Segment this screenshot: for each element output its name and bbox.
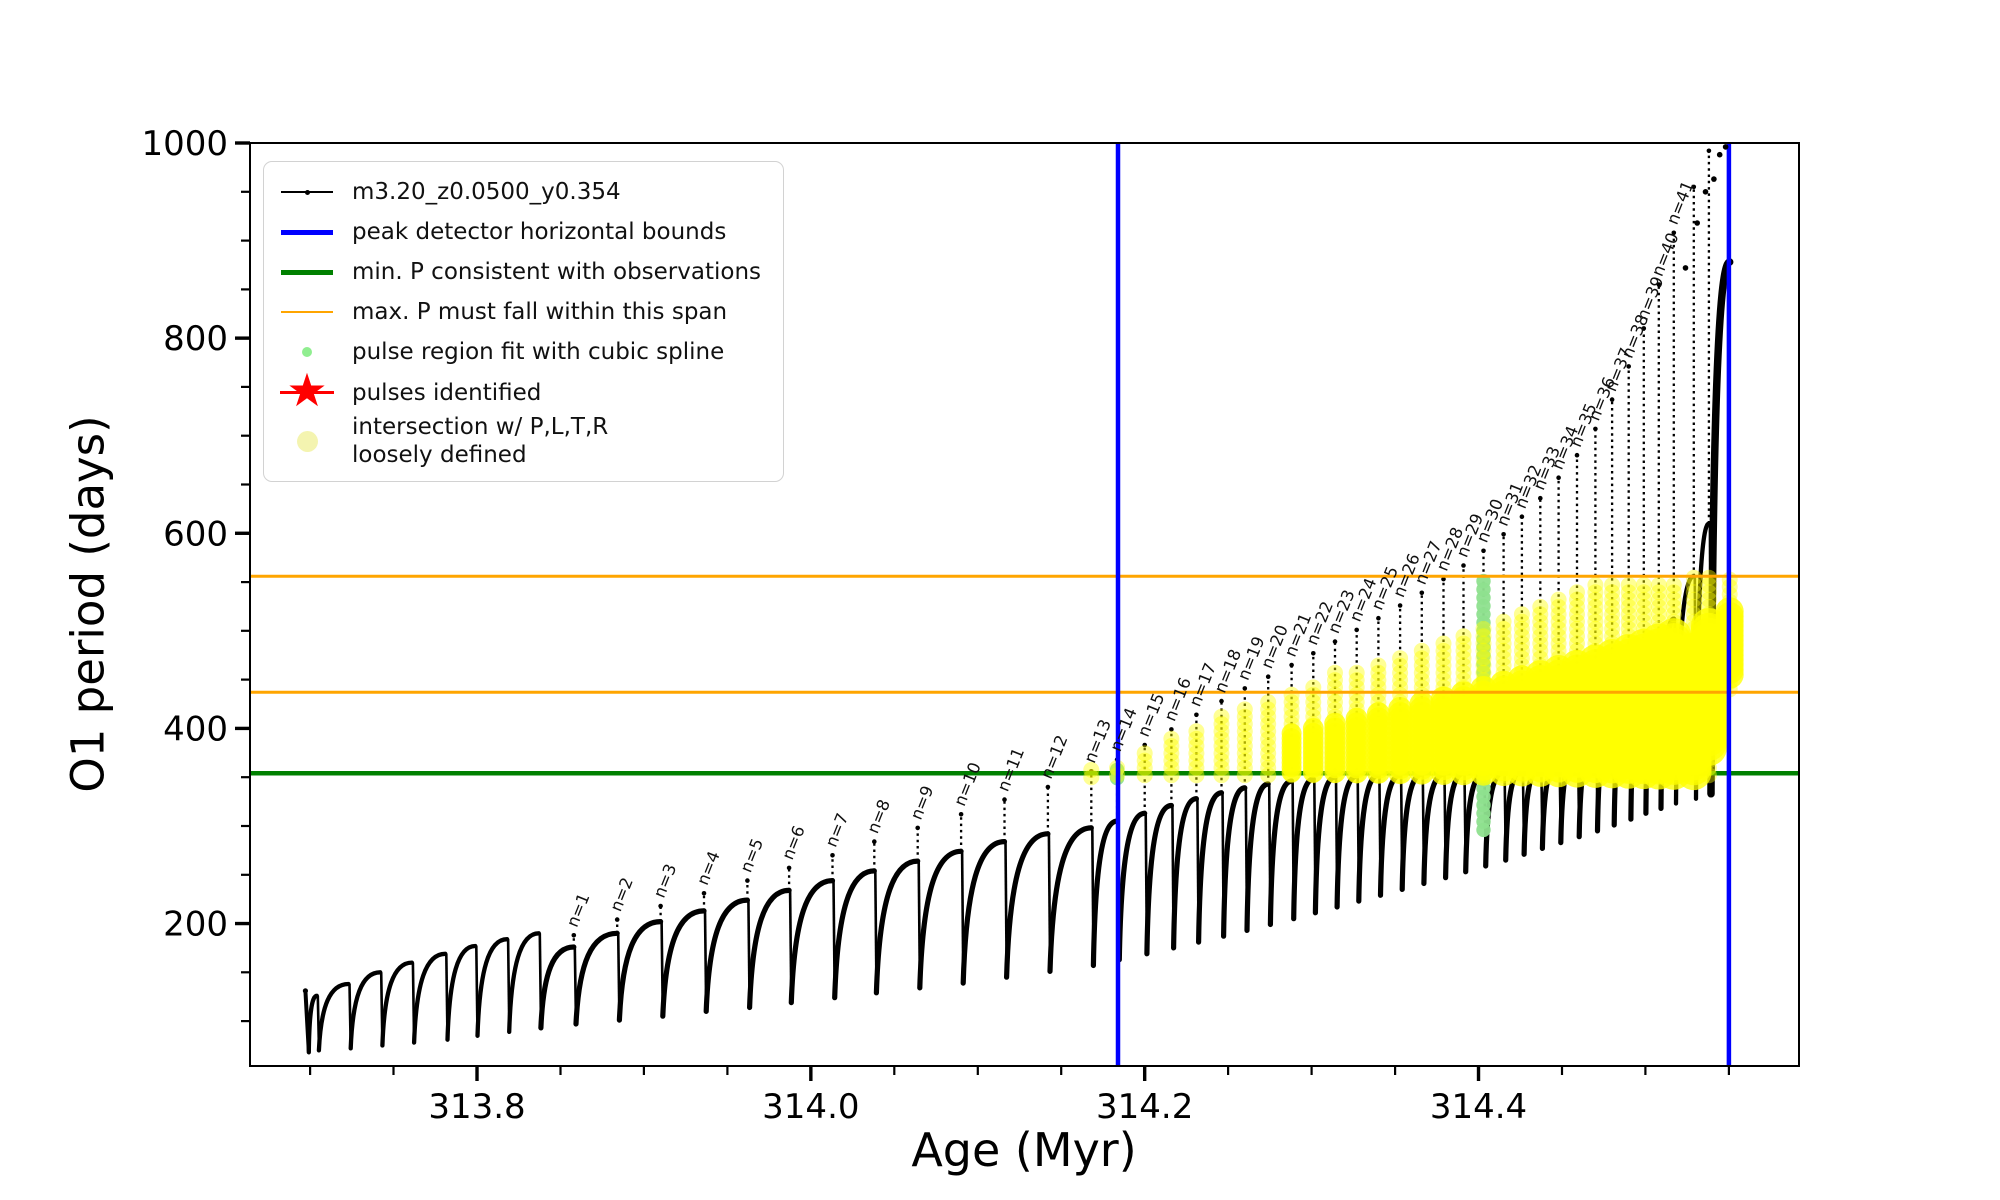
axes-frame xyxy=(249,142,1800,1067)
legend-item-pulse-region: pulse region fit with cubic spline xyxy=(278,332,761,372)
svg-text:n=11: n=11 xyxy=(994,745,1029,794)
y-tick-label: 600 xyxy=(163,514,228,554)
legend-item-min-p: min. P consistent with observations xyxy=(278,252,761,292)
svg-text:n=10: n=10 xyxy=(950,760,985,809)
intersection-swatch-icon xyxy=(278,430,336,452)
pulse-region-swatch-icon xyxy=(278,347,336,357)
max-p-swatch-icon xyxy=(278,310,336,314)
svg-text:n=39: n=39 xyxy=(1633,274,1668,323)
svg-text:n=7: n=7 xyxy=(822,810,853,849)
stray-dots xyxy=(1682,144,1729,271)
pulses-swatch-icon: ★ xyxy=(278,367,336,413)
x-axis-ticks: 313.8 314.0 314.2 314.4 xyxy=(309,1066,1731,1127)
svg-text:n=8: n=8 xyxy=(863,797,894,836)
legend-item-max-p: max. P must fall within this span xyxy=(278,292,761,332)
legend-item-label: pulses identified xyxy=(352,379,542,406)
legend-item-label: max. P must fall within this span xyxy=(352,298,728,325)
legend-item-label: peak detector horizontal bounds xyxy=(352,218,727,245)
y-tick-label: 400 xyxy=(163,709,228,749)
legend-item-label: m3.20_z0.0500_y0.354 xyxy=(352,178,621,205)
svg-text:n=41: n=41 xyxy=(1663,178,1698,227)
y-tick-label: 1000 xyxy=(141,124,228,164)
legend-item-label: pulse region fit with cubic spline xyxy=(352,338,725,365)
svg-text:n=9: n=9 xyxy=(907,783,938,822)
svg-text:n=2: n=2 xyxy=(606,875,637,914)
x-tick-label: 313.8 xyxy=(428,1087,525,1127)
x-tick-label: 314.0 xyxy=(762,1087,859,1127)
y-tick-label: 800 xyxy=(163,319,228,359)
min-p-swatch-icon xyxy=(278,269,336,275)
svg-text:n=6: n=6 xyxy=(778,823,809,862)
peak-detector-bounds xyxy=(1115,143,1732,1066)
svg-text:n=1: n=1 xyxy=(563,890,594,929)
legend-item-peak-bounds: peak detector horizontal bounds xyxy=(278,212,761,252)
x-tick-label: 314.2 xyxy=(1096,1087,1193,1127)
svg-text:n=40: n=40 xyxy=(1648,230,1683,279)
x-tick-label: 314.4 xyxy=(1430,1087,1527,1127)
y-axis-label: O1 period (days) xyxy=(61,415,115,793)
legend-item-pulses: ★ pulses identified xyxy=(278,367,761,413)
legend-item-intersection: intersection w/ P,L,T,R loosely defined xyxy=(278,413,761,469)
max-p-span-lines xyxy=(250,574,1799,694)
legend-item-track: m3.20_z0.0500_y0.354 xyxy=(278,172,761,212)
intersection-points xyxy=(1083,569,1738,786)
y-axis-ticks: 200 400 600 800 1000 xyxy=(141,124,250,1023)
track-swatch-icon xyxy=(278,189,336,195)
peak-bounds-swatch-icon xyxy=(278,229,336,235)
svg-text:n=3: n=3 xyxy=(650,861,681,900)
x-axis-label: Age (Myr) xyxy=(911,1123,1137,1177)
intersection-band xyxy=(1281,597,1744,791)
y-tick-label: 200 xyxy=(163,905,228,945)
legend-item-label: min. P consistent with observations xyxy=(352,258,762,285)
legend-item-label: intersection w/ P,L,T,R loosely defined xyxy=(352,414,609,469)
svg-text:n=5: n=5 xyxy=(736,836,767,875)
svg-text:n=4: n=4 xyxy=(693,848,724,887)
